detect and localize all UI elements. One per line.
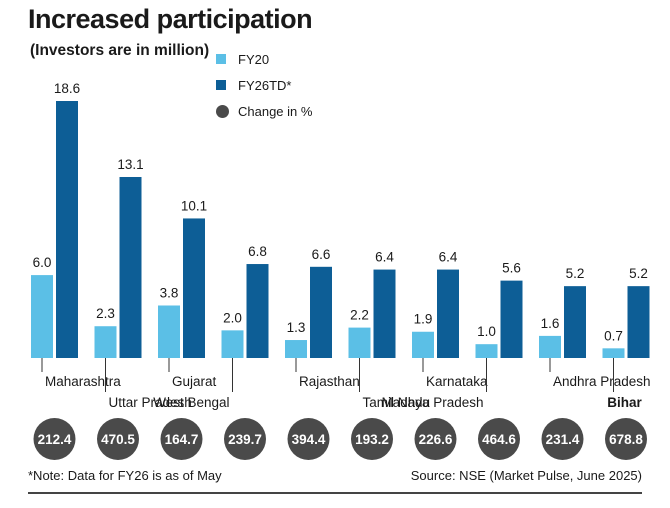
change-value: 231.4 <box>546 432 580 447</box>
category-label: Gujarat <box>172 374 217 389</box>
change-circle <box>478 418 520 460</box>
bar-fy26 <box>627 286 650 358</box>
bar-fy20 <box>221 330 244 358</box>
data-label-fy20: 1.3 <box>287 320 306 335</box>
bar-fy26 <box>564 286 586 358</box>
category-label: Rajasthan <box>299 374 360 389</box>
data-label-fy26: 6.6 <box>312 247 331 262</box>
category-label: Karnataka <box>426 374 488 389</box>
change-value: 193.2 <box>355 432 389 447</box>
footnote: *Note: Data for FY26 is as of May <box>28 468 222 483</box>
change-circle <box>541 418 584 460</box>
source-credit: Source: NSE (Market Pulse, June 2025) <box>410 468 642 483</box>
bar-fy20 <box>475 344 498 358</box>
category-label: Bihar <box>607 395 642 410</box>
category-label: Tamil Nadu <box>363 395 431 410</box>
bar-fy26 <box>183 218 205 358</box>
change-value: 678.8 <box>609 432 643 447</box>
legend-label-fy20: FY20 <box>238 52 270 67</box>
category-label: Maharashtra <box>45 374 121 389</box>
change-circle <box>97 418 139 460</box>
data-label-fy20: 0.7 <box>604 328 623 343</box>
data-label-fy20: 2.2 <box>350 308 369 323</box>
category-label: Madhya Pradesh <box>381 395 483 410</box>
change-value: 464.6 <box>482 432 516 447</box>
change-value: 394.4 <box>292 432 326 447</box>
change-value: 226.6 <box>419 432 453 447</box>
bar-fy20 <box>31 275 53 358</box>
data-label-fy26: 18.6 <box>54 81 80 96</box>
data-label-fy20: 1.0 <box>477 324 496 339</box>
legend-dot-change <box>216 105 229 118</box>
data-label-fy20: 3.8 <box>160 285 179 300</box>
bottom-rule <box>28 492 642 494</box>
change-value: 239.7 <box>228 432 262 447</box>
change-value: 212.4 <box>38 432 72 447</box>
data-label-fy20: 6.0 <box>33 255 52 270</box>
data-label-fy20: 2.0 <box>223 310 242 325</box>
chart-subtitle: (Investors are in million) <box>30 42 210 59</box>
category-label: Uttar Pradesh <box>109 395 192 410</box>
change-circle <box>414 418 457 460</box>
data-label-fy26: 5.2 <box>566 266 585 281</box>
bar-fy26 <box>310 266 332 358</box>
change-circle <box>160 418 203 460</box>
data-label-fy20: 1.6 <box>541 316 560 331</box>
data-label-fy26: 5.2 <box>629 266 648 281</box>
bar-fy26 <box>373 269 396 358</box>
legend-label-change: Change in % <box>238 104 313 119</box>
category-label: Andhra Pradesh <box>553 374 651 389</box>
change-circle <box>351 418 393 460</box>
chart-title: Increased participation <box>28 4 313 34</box>
legend-swatch-fy20 <box>216 54 226 64</box>
change-circle <box>33 418 76 460</box>
bar-fy20 <box>602 348 625 358</box>
category-label: West Bengal <box>153 395 229 410</box>
bar-fy26 <box>119 176 142 358</box>
data-label-fy20: 2.3 <box>96 306 115 321</box>
bar-fy20 <box>285 340 307 358</box>
bar-fy26 <box>437 269 459 358</box>
change-value: 470.5 <box>101 432 135 447</box>
data-label-fy26: 6.4 <box>375 250 394 265</box>
change-circle <box>605 418 647 460</box>
data-label-fy20: 1.9 <box>414 312 433 327</box>
change-circle <box>224 418 266 460</box>
change-value: 164.7 <box>165 432 199 447</box>
bar-fy20 <box>94 326 117 358</box>
bar-fy20 <box>158 305 180 358</box>
data-label-fy26: 6.8 <box>248 244 267 259</box>
bar-fy26 <box>56 101 78 358</box>
data-label-fy26: 6.4 <box>439 250 458 265</box>
data-label-fy26: 13.1 <box>117 157 143 172</box>
bar-fy26 <box>246 264 269 358</box>
legend-label-fy26: FY26TD* <box>238 78 292 93</box>
legend-swatch-fy26 <box>216 80 226 90</box>
bar-fy20 <box>412 331 434 358</box>
bar-fy20 <box>348 327 371 358</box>
change-circle <box>287 418 330 460</box>
data-label-fy26: 5.6 <box>502 261 521 276</box>
bar-fy26 <box>500 280 523 358</box>
data-label-fy26: 10.1 <box>181 198 207 213</box>
bar-fy20 <box>539 335 561 358</box>
